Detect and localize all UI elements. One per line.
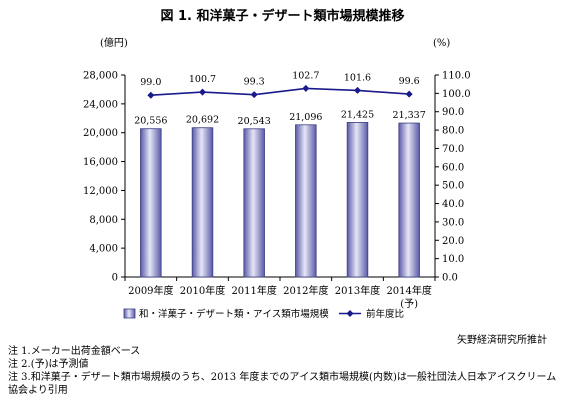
right-tick-label: 90.0 (442, 107, 464, 118)
chart-title: 図 1. 和洋菓子・デザート類市場規模推移 (160, 9, 405, 24)
right-tick-label: 50.0 (442, 181, 464, 192)
left-tick-label: 4,000 (89, 244, 118, 255)
left-tick-label: 20,000 (83, 128, 118, 139)
left-tick-label: 12,000 (83, 186, 118, 197)
ratio-marker (199, 88, 206, 96)
right-tick-label: 80.0 (442, 126, 464, 137)
ratio-marker (147, 91, 155, 99)
x-tick-label: 2012年度 (283, 284, 328, 297)
legend-line-marker (346, 310, 354, 317)
left-tick-label: 0 (112, 273, 118, 284)
ratio-value-label: 99.6 (399, 76, 420, 87)
right-tick-label: 60.0 (442, 162, 464, 173)
right-axis-unit: (%) (433, 38, 450, 49)
bar-value-label: 20,543 (238, 116, 271, 127)
left-tick-label: 8,000 (89, 215, 118, 226)
ratio-value-label: 102.7 (292, 70, 319, 81)
note-1: 注 1.メーカー出荷金額ベース (8, 346, 141, 357)
x-tick-label: 2009年度 (128, 284, 173, 297)
bar (295, 124, 317, 278)
bar-value-label: 21,096 (289, 112, 322, 123)
source-credit: 矢野経済研究所推計 (457, 335, 547, 346)
right-tick-label: 30.0 (442, 217, 464, 228)
left-axis-unit: (億円) (100, 36, 128, 49)
left-tick-label: 28,000 (83, 71, 118, 82)
x-tick-label: 2011年度 (231, 284, 276, 297)
legend-bar-swatch (123, 308, 136, 319)
right-tick-label: 100.0 (442, 89, 471, 100)
ratio-marker (354, 86, 361, 94)
right-tick-label: 70.0 (442, 144, 464, 155)
ratio-value-label: 99.0 (140, 77, 161, 88)
left-tick-label: 24,000 (83, 99, 118, 110)
left-tick-label: 16,000 (83, 157, 118, 168)
right-tick-label: 0.0 (442, 273, 458, 284)
ratio-value-label: 99.3 (244, 77, 265, 88)
ratio-line (150, 87, 410, 96)
bar-value-label: 21,425 (341, 109, 374, 120)
bar-value-label: 21,337 (393, 110, 426, 121)
bar (398, 122, 420, 278)
ratio-value-label: 101.6 (344, 72, 371, 83)
note-2: 注 2.(予)は予測値 (8, 359, 89, 370)
bar (243, 128, 265, 278)
x-tick-label: 2014年度 (386, 284, 431, 297)
chart-canvas: 0 4,000 8,000 12,000 16,000 20,000 24,000 28,00… (83, 36, 471, 320)
x-tick-sublabel: (予) (400, 298, 418, 310)
note-3-continued: 協会より引用 (8, 385, 68, 396)
bar (191, 127, 214, 278)
x-tick-label: 2013年度 (335, 284, 380, 297)
ratio-marker (405, 90, 413, 98)
bar-value-label: 20,692 (186, 115, 219, 126)
right-tick-label: 20.0 (442, 236, 464, 247)
bar-value-label: 20,556 (134, 116, 167, 127)
bar (140, 128, 162, 278)
ratio-marker (250, 91, 258, 99)
note-3: 注 3.和洋菓子・デザート類市場規模のうち、2013 年度までのアイス類市場規模… (8, 372, 557, 383)
right-tick-label: 110.0 (442, 71, 471, 82)
ratio-value-label: 100.7 (189, 74, 216, 85)
legend-line-label: 前年度比 (366, 308, 404, 320)
notes: 注 1.メーカー出荷金額ベース 注 2.(予)は予測値 注 3.和洋菓子・デザー… (8, 345, 556, 397)
bar (346, 122, 369, 278)
right-tick-label: 10.0 (442, 254, 464, 265)
x-tick-label: 2010年度 (180, 284, 225, 297)
ratio-marker (302, 84, 310, 92)
right-tick-label: 40.0 (442, 199, 464, 210)
legend-bar-label: 和・洋菓子・デザート類・アイス類市場規模 (139, 308, 329, 320)
